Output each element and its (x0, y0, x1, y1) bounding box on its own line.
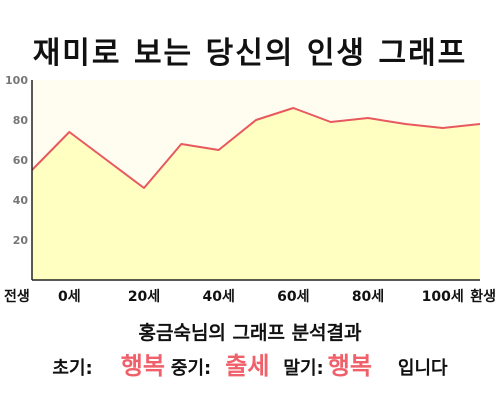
ending-text: 입니다 (397, 358, 448, 379)
y-tick-label: 80 (13, 114, 29, 127)
middle-label: 중기: (170, 358, 212, 379)
x-tick-label: 환생 (470, 288, 496, 305)
life-series-line (31, 107, 481, 189)
x-tick-label: 20세 (128, 289, 160, 305)
x-tick-label: 0세 (58, 289, 81, 305)
early-label: 초기: (52, 358, 93, 379)
x-tick-label: 100세 (422, 289, 464, 305)
analysis-result: 초기: 행복 중기: 출세 말기: 행복 입니다 (0, 346, 500, 381)
late-label: 말기: (283, 358, 324, 379)
x-tick-label: 60세 (277, 289, 309, 305)
y-tick-label: 100 (5, 74, 28, 87)
middle-value: 출세 (225, 352, 270, 380)
analysis-heading: 홍금숙님의 그래프 분석결과 (138, 322, 362, 344)
chart-title: 재미로 보는 당신의 인생 그래프 (32, 36, 468, 71)
late-value: 행복 (327, 352, 372, 380)
life-area-fill (32, 108, 480, 280)
early-value: 행복 (120, 352, 165, 380)
x-tick-label: 전생 (4, 288, 30, 305)
x-tick-label: 40세 (202, 289, 234, 305)
y-tick-label: 60 (13, 154, 29, 167)
y-tick-label: 20 (13, 234, 29, 247)
x-tick-label: 80세 (352, 289, 384, 305)
y-tick-label: 40 (13, 194, 29, 207)
